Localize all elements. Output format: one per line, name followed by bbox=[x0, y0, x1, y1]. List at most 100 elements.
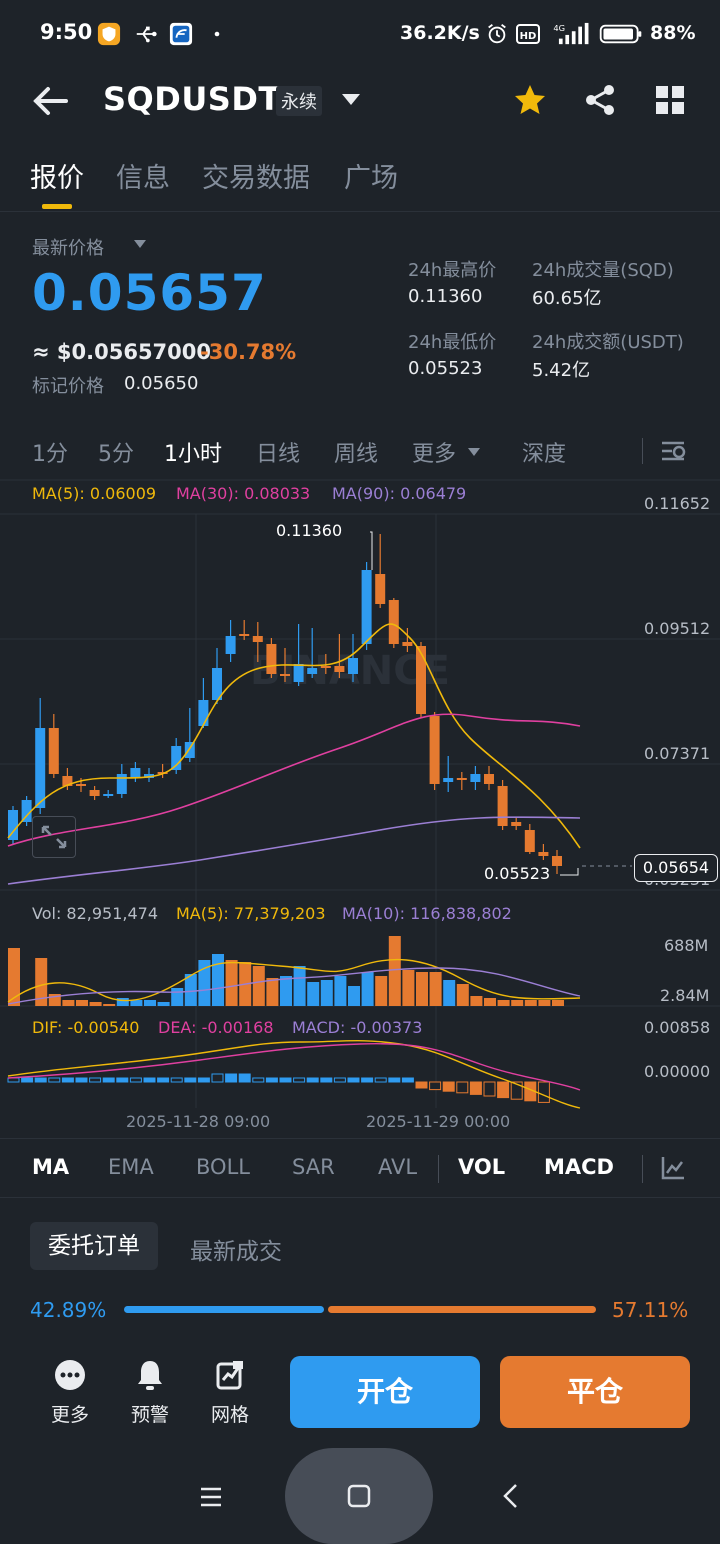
macd-bar bbox=[333, 1077, 346, 1083]
candle-body bbox=[116, 774, 127, 794]
interval-more[interactable]: 更多 bbox=[412, 442, 457, 467]
macd-bar bbox=[429, 1081, 442, 1091]
macd-legend: MACD: -0.00373 bbox=[292, 1018, 423, 1037]
macd-bar bbox=[48, 1077, 61, 1083]
candle-body bbox=[76, 784, 86, 786]
alert-button[interactable]: 预警 bbox=[120, 1358, 180, 1427]
candle-body bbox=[239, 634, 250, 636]
indicator-macd[interactable]: MACD bbox=[544, 1155, 614, 1179]
back-nav-icon[interactable] bbox=[498, 1482, 524, 1510]
symbol-dropdown-icon[interactable] bbox=[342, 94, 360, 105]
share-icon[interactable] bbox=[582, 82, 618, 118]
candle-body bbox=[416, 646, 426, 714]
buy-sell-ratio: 42.89% 57.11% bbox=[0, 1296, 720, 1326]
indicator-avl[interactable]: AVL bbox=[378, 1155, 418, 1179]
indicator-sar[interactable]: SAR bbox=[292, 1155, 335, 1179]
grid-menu-icon[interactable] bbox=[652, 82, 688, 118]
more-button[interactable]: 更多 bbox=[40, 1358, 100, 1427]
indicator-ema[interactable]: EMA bbox=[108, 1155, 154, 1179]
interval-more-caret-icon[interactable] bbox=[468, 448, 480, 456]
volume-bar bbox=[388, 936, 401, 1006]
tab-square[interactable]: 广场 bbox=[344, 163, 398, 194]
mark-price: 0.05650 bbox=[124, 373, 199, 394]
status-bar: 9:50 36.2K/s HD 4G 88% bbox=[0, 0, 720, 70]
tab-info[interactable]: 信息 bbox=[116, 163, 170, 194]
interval-1m[interactable]: 1分 bbox=[32, 442, 68, 467]
macd-bar bbox=[116, 1077, 129, 1083]
macd-bar bbox=[401, 1077, 414, 1083]
header: SQDUSDT 永续 bbox=[0, 70, 720, 130]
interval-depth[interactable]: 深度 bbox=[522, 442, 567, 467]
volume-bar bbox=[402, 970, 415, 1006]
tab-latest-trades[interactable]: 最新成交 bbox=[190, 1239, 282, 1265]
kline-chart[interactable]: BINANCE MA(5): 0.06009 MA(30): 0.08033 M… bbox=[0, 478, 720, 1138]
ma30-legend: MA(30): 0.08033 bbox=[176, 484, 311, 503]
volume-bar bbox=[130, 1000, 143, 1006]
indicator-ma[interactable]: MA bbox=[32, 1155, 70, 1179]
symbol-title[interactable]: SQDUSDT bbox=[103, 80, 281, 118]
open-position-button[interactable]: 开仓 bbox=[290, 1356, 480, 1428]
candle-body bbox=[8, 810, 18, 840]
volume-bar bbox=[35, 958, 48, 1006]
volume-bar bbox=[307, 982, 320, 1006]
alert-label: 预警 bbox=[130, 1404, 169, 1426]
candle-body bbox=[48, 728, 59, 774]
ma90-legend: MA(90): 0.06479 bbox=[332, 484, 467, 503]
macd-bar bbox=[469, 1081, 482, 1095]
candle-body bbox=[348, 658, 358, 674]
volume-bar bbox=[524, 1000, 537, 1006]
close-position-button[interactable]: 平仓 bbox=[500, 1356, 690, 1428]
macd-bar bbox=[157, 1077, 170, 1083]
macd-bar bbox=[34, 1077, 47, 1083]
indicator-boll[interactable]: BOLL bbox=[196, 1155, 250, 1179]
macd-bar bbox=[184, 1077, 197, 1083]
sell-ratio-bar bbox=[328, 1306, 596, 1313]
indicator-vol[interactable]: VOL bbox=[458, 1155, 506, 1179]
ma5-line bbox=[7, 623, 581, 849]
volume-bar bbox=[144, 1000, 156, 1006]
ma30-line bbox=[7, 713, 581, 847]
dif-line bbox=[7, 1040, 581, 1109]
interval-1h[interactable]: 1小时 bbox=[164, 442, 222, 467]
low-24h-label: 24h最低价 bbox=[408, 332, 497, 353]
interval-day[interactable]: 日线 bbox=[256, 442, 301, 467]
fullscreen-button[interactable] bbox=[32, 816, 76, 858]
volume-bars-group bbox=[7, 936, 581, 1006]
candle-body bbox=[511, 822, 522, 826]
macd-bar bbox=[456, 1081, 469, 1094]
vol-ma5-line bbox=[7, 958, 581, 1003]
chart-settings-icon[interactable] bbox=[660, 438, 686, 464]
interval-5m[interactable]: 5分 bbox=[98, 442, 134, 467]
price-axis-1: 0.11652 bbox=[644, 494, 711, 513]
indicator-bar: MA EMA BOLL SAR AVL VOL MACD bbox=[0, 1138, 720, 1198]
volume-bar bbox=[538, 1000, 551, 1006]
back-arrow-icon[interactable] bbox=[32, 86, 68, 116]
macd-bar bbox=[143, 1077, 156, 1083]
volume-bar bbox=[334, 976, 347, 1006]
last-price-label: 最新价格 bbox=[32, 238, 104, 259]
candle-body bbox=[524, 830, 535, 852]
menu-icon[interactable] bbox=[198, 1484, 224, 1510]
signal-icon: 4G bbox=[553, 22, 589, 45]
last-price-caret-icon[interactable] bbox=[134, 240, 146, 248]
tab-quote[interactable]: 报价 bbox=[30, 163, 84, 194]
interval-week[interactable]: 周线 bbox=[334, 442, 379, 467]
volume-bar bbox=[280, 976, 292, 1006]
tab-order-book[interactable]: 委托订单 bbox=[30, 1222, 158, 1270]
high-marker: 0.11360 bbox=[276, 521, 343, 540]
macd-bar bbox=[415, 1081, 428, 1089]
macd-bar bbox=[374, 1077, 387, 1083]
volume-bar bbox=[511, 1000, 524, 1006]
mark-price-label: 标记价格 bbox=[32, 376, 104, 397]
vol-ma10-line bbox=[7, 967, 581, 1005]
home-button[interactable] bbox=[285, 1448, 433, 1544]
volume-bar bbox=[116, 998, 129, 1006]
system-nav-bar bbox=[0, 1448, 720, 1544]
volume-bar bbox=[456, 984, 469, 1006]
tab-trading-data[interactable]: 交易数据 bbox=[202, 163, 310, 194]
favorite-star-icon[interactable] bbox=[512, 82, 548, 118]
candle-body bbox=[280, 674, 290, 676]
macd-bar bbox=[347, 1077, 360, 1083]
indicator-settings-icon[interactable] bbox=[660, 1155, 686, 1181]
grid-button[interactable]: 网格 bbox=[200, 1358, 260, 1427]
